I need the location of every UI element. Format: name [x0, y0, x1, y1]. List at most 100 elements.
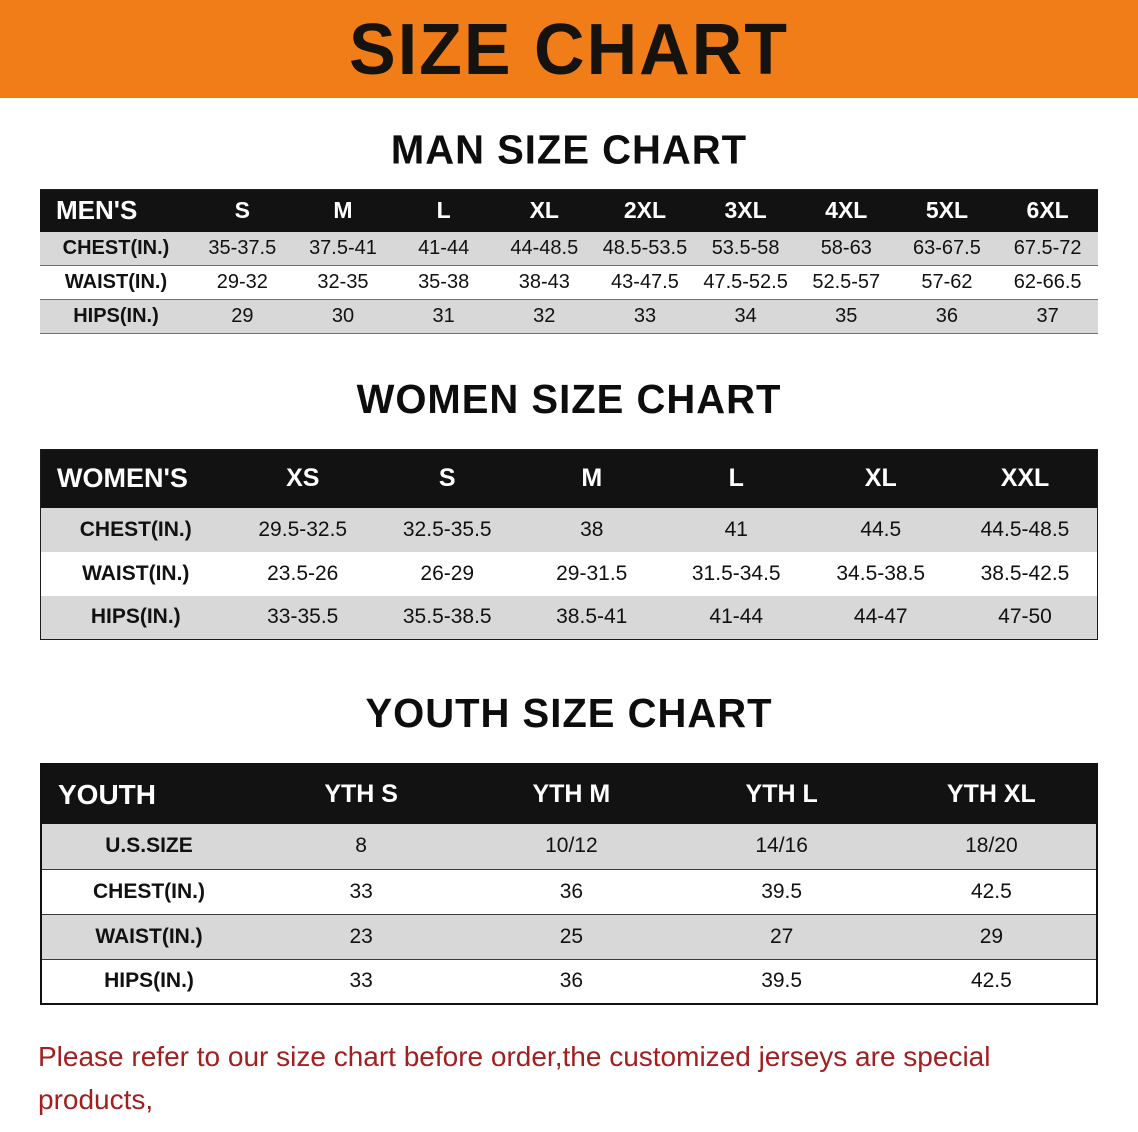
measurement-value-cell: 23.5-26 [267, 561, 339, 585]
size-header-cell: XS [230, 449, 375, 508]
measurement-label-cell: U.S.SIZE [105, 834, 193, 858]
measurement-value-cell: 38-43 [518, 271, 570, 293]
size-header-cell: M [292, 189, 394, 232]
size-header-cell: YTH M [466, 764, 677, 824]
measurement-value-cell: 35 [835, 305, 858, 327]
measurement-value-cell: 38.5-42.5 [980, 561, 1070, 585]
measurement-value-cell: 18/20 [965, 834, 1018, 858]
measurement-value-cell: 44.5 [860, 517, 902, 541]
women-size-table: WOMEN'S XS S M L XL XXL CHEST(IN.) 29.5-32.5 32.5… [40, 449, 1098, 640]
measurement-value-cell: 36 [559, 879, 584, 903]
youth-size-table: YOUTH YTH S YTH M YTH L YTH XL U.S.SIZE 8 10/12… [40, 763, 1098, 1005]
table-title-cell: MEN'S [40, 189, 192, 232]
measurement-row: CHEST(IN.) 29.5-32.5 32.5-35.5 38 41 44.5 44.5… [40, 507, 1098, 552]
youth-size-section: YOUTH SIZE CHART YOUTH YTH S YTH M YTH L YTH… [0, 692, 1138, 1005]
measurement-row: CHEST(IN.) 33 36 39.5 42.5 [41, 869, 1097, 914]
measurement-value-cell: 23 [349, 924, 373, 948]
measurement-value-cell: 29 [231, 305, 254, 327]
measurement-value-cell: 33 [633, 305, 657, 327]
size-header-cell: L [393, 189, 494, 232]
measurement-value-cell: 32.5-35.5 [402, 517, 492, 541]
measurement-label-cell: HIPS(IN.) [73, 305, 159, 327]
measurement-value-cell: 29.5-32.5 [258, 517, 348, 541]
size-header-cell: 5XL [896, 189, 998, 232]
size-header-cell: XXL [953, 449, 1098, 508]
measurement-label-cell: WAIST(IN.) [82, 561, 190, 585]
measurement-row: WAIST(IN.) 23.5-26 26-29 29-31.5 31.5-34.5 34… [40, 551, 1098, 596]
table-title-cell: WOMEN'S [40, 449, 231, 508]
measurement-value-cell: 25 [559, 924, 584, 948]
measurement-value-cell: 41-44 [709, 605, 764, 629]
measurement-label-cell: WAIST(IN.) [64, 271, 168, 293]
measurement-value-cell: 35-37.5 [208, 236, 277, 259]
measurement-value-cell: 39.5 [761, 969, 803, 993]
measurement-value-cell: 32-35 [317, 271, 369, 293]
measurement-value-cell: 30 [331, 305, 355, 327]
footer-line-2: we don't accept cancel, change, teturn o… [38, 1122, 1100, 1132]
footer-line-1: Please refer to our size chart before or… [38, 1041, 991, 1116]
measurement-value-cell: 48.5-53.5 [602, 236, 688, 259]
measurement-value-cell: 38.5-41 [556, 605, 628, 629]
size-header-cell: 3XL [695, 189, 796, 232]
measurement-row: CHEST(IN.) 35-37.5 37.5-41 41-44 44-48.5 48.5… [40, 231, 1098, 266]
measurement-value-cell: 37.5-41 [309, 236, 377, 259]
measurement-value-cell: 62-66.5 [1013, 271, 1082, 293]
measurement-value-cell: 31.5-34.5 [691, 561, 781, 585]
measurement-value-cell: 27 [769, 924, 794, 948]
size-header-cell: XL [808, 449, 953, 508]
measurement-value-cell: 37 [1036, 305, 1059, 327]
measurement-value-cell: 26-29 [420, 561, 475, 585]
size-header-row: YOUTH YTH S YTH M YTH L YTH XL [41, 764, 1097, 824]
banner: SIZE CHART [0, 0, 1138, 98]
size-header-cell: S [192, 189, 293, 232]
measurement-row: U.S.SIZE 8 10/12 14/16 18/20 [41, 824, 1097, 869]
measurement-value-cell: 42.5 [970, 879, 1012, 903]
size-header-cell: 4XL [795, 189, 897, 232]
measurement-value-cell: 35.5-38.5 [402, 605, 492, 629]
size-header-row: WOMEN'S XS S M L XL XXL [40, 449, 1098, 508]
measurement-value-cell: 47.5-52.5 [703, 271, 788, 293]
measurement-value-cell: 44-48.5 [510, 236, 579, 259]
men-size-table: MEN'S S M L XL 2XL 3XL 4XL 5XL 6XL CHEST(IN.) 35-37… [40, 189, 1098, 334]
size-header-cell: 6XL [997, 189, 1098, 232]
size-header-cell: S [375, 449, 520, 508]
size-header-cell: XL [493, 189, 595, 232]
size-header-cell: YTH S [256, 764, 467, 824]
measurement-value-cell: 41-44 [418, 236, 470, 259]
measurement-row: WAIST(IN.) 29-32 32-35 35-38 38-43 43-47.5 47.… [40, 265, 1098, 300]
measurement-row: WAIST(IN.) 23 25 27 29 [41, 914, 1097, 959]
measurement-value-cell: 31 [432, 305, 455, 327]
measurement-value-cell: 41 [724, 517, 748, 541]
measurement-value-cell: 29-32 [216, 271, 268, 293]
measurement-value-cell: 53.5-58 [711, 236, 780, 259]
measurement-value-cell: 10/12 [545, 834, 598, 858]
page-title: SIZE CHART [349, 8, 789, 90]
measurement-value-cell: 33 [349, 879, 373, 903]
measurement-value-cell: 33-35.5 [267, 605, 339, 629]
measurement-value-cell: 67.5-72 [1013, 236, 1082, 259]
measurement-row: HIPS(IN.) 29 30 31 32 33 34 35 36 37 [40, 299, 1098, 334]
measurement-value-cell: 34.5-38.5 [836, 561, 926, 585]
table-title-cell: YOUTH [41, 764, 256, 824]
size-header-row: MEN'S S M L XL 2XL 3XL 4XL 5XL 6XL [40, 189, 1098, 232]
measurement-value-cell: 47-50 [998, 605, 1052, 629]
measurement-value-cell: 29-31.5 [556, 561, 628, 585]
measurement-label-cell: CHEST(IN.) [79, 517, 192, 541]
men-size-section: MAN SIZE CHART MEN'S S M L XL 2XL 3XL 4XL 5XL 6XL… [0, 128, 1138, 334]
measurement-value-cell: 44.5-48.5 [980, 517, 1070, 541]
measurement-label-cell: CHEST(IN.) [93, 879, 205, 903]
measurement-value-cell: 35-38 [418, 271, 470, 293]
youth-section-heading: YOUTH SIZE CHART [365, 691, 773, 737]
measurement-value-cell: 44-47 [853, 605, 908, 629]
measurement-value-cell: 33 [349, 969, 373, 993]
measurement-value-cell: 29 [979, 924, 1004, 948]
size-header-cell: L [664, 449, 809, 508]
measurement-value-cell: 52.5-57 [812, 271, 881, 293]
measurement-value-cell: 36 [559, 969, 584, 993]
measurement-label-cell: CHEST(IN.) [62, 236, 170, 259]
measurement-label-cell: WAIST(IN.) [95, 924, 203, 948]
measurement-value-cell: 39.5 [761, 879, 803, 903]
measurement-value-cell: 63-67.5 [913, 236, 981, 259]
size-header-cell: M [519, 449, 664, 508]
